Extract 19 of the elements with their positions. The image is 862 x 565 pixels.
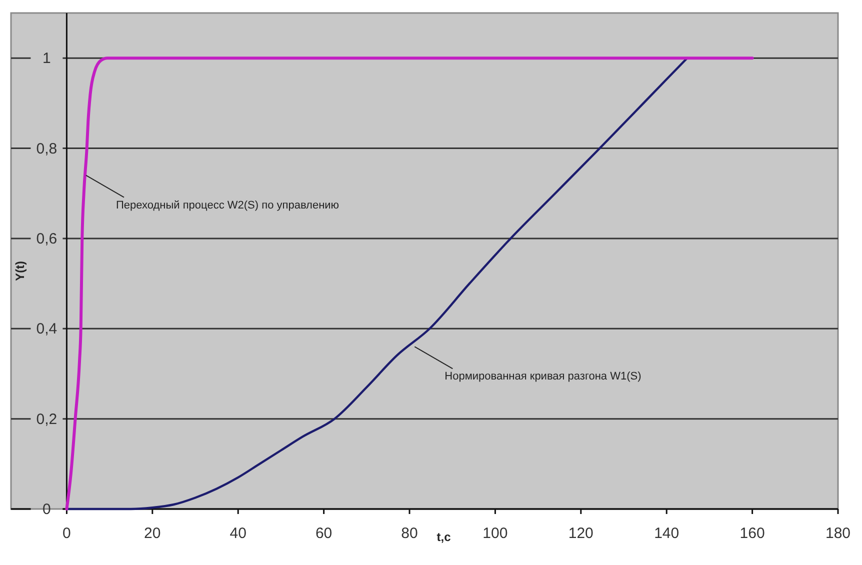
x-tick-label: 40 bbox=[230, 525, 246, 542]
x-tick-label: 120 bbox=[568, 525, 594, 542]
x-tick-label: 20 bbox=[144, 525, 161, 542]
y-tick-label: 0,8 bbox=[36, 140, 58, 158]
x-axis-title: t,c bbox=[436, 530, 452, 544]
x-tick-label: 140 bbox=[654, 525, 680, 542]
y-tick-label: 0,6 bbox=[36, 230, 58, 248]
x-tick-label: 100 bbox=[482, 525, 508, 542]
x-tick-label: 0 bbox=[62, 525, 71, 542]
x-tick-label: 80 bbox=[401, 525, 418, 542]
x-tick-label: 160 bbox=[740, 525, 765, 542]
y-tick-label: 0,4 bbox=[36, 320, 58, 338]
x-tick-label: 60 bbox=[315, 525, 332, 542]
x-tick-label: 180 bbox=[825, 525, 851, 542]
y-axis-title: Y(t) bbox=[13, 261, 27, 281]
annotation: Переходный процесс W2(S) по управлению bbox=[116, 199, 340, 212]
annotation: Нормированная кривая разгона W1(S) bbox=[444, 370, 642, 383]
y-tick-label: 0,2 bbox=[36, 410, 58, 428]
y-tick-label: 1 bbox=[42, 50, 51, 68]
